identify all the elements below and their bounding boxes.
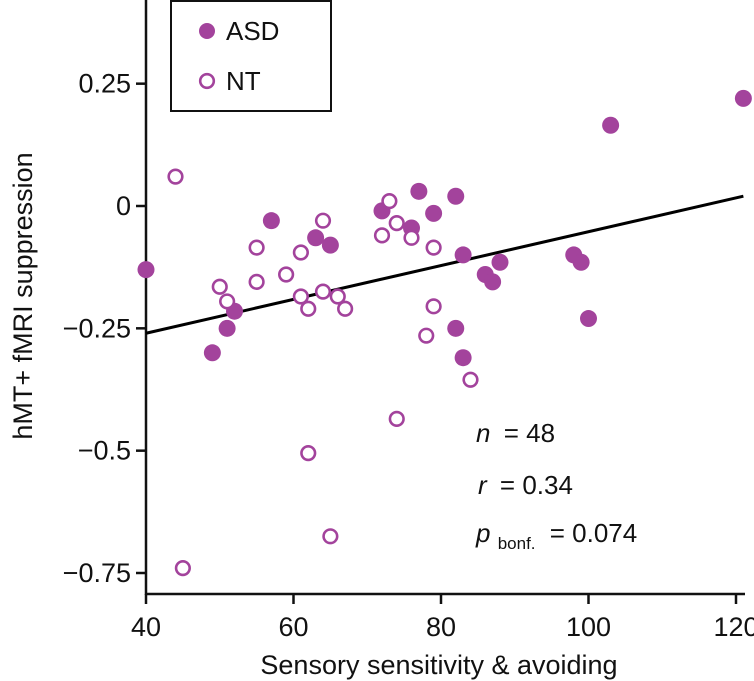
stat-n: n = 48 bbox=[476, 418, 555, 448]
nt-data-point bbox=[373, 227, 391, 244]
nt-data-point bbox=[425, 298, 442, 315]
stat-r-symbol: r bbox=[478, 470, 488, 500]
nt-data-point bbox=[278, 266, 295, 283]
asd-data-point bbox=[454, 349, 472, 367]
nt-points bbox=[167, 168, 479, 577]
legend-box bbox=[170, 0, 332, 112]
asd-data-point bbox=[262, 212, 280, 230]
nt-data-point bbox=[403, 229, 420, 246]
asd-data-point bbox=[447, 319, 465, 337]
asd-data-point bbox=[137, 261, 155, 279]
asd-data-point bbox=[491, 253, 509, 271]
x-ticks: 40 60 80 100 120 bbox=[131, 594, 754, 642]
stat-p-value: = 0.074 bbox=[550, 518, 637, 548]
nt-data-point bbox=[388, 410, 405, 427]
nt-data-point bbox=[248, 273, 265, 290]
x-tick-label: 60 bbox=[278, 612, 308, 642]
legend-asd-marker bbox=[199, 23, 215, 39]
nt-data-point bbox=[388, 215, 405, 232]
legend: ASD NT bbox=[170, 0, 332, 112]
y-tick-label: −0.5 bbox=[78, 436, 131, 466]
asd-data-point bbox=[425, 204, 443, 222]
y-ticks: 0.25 0 −0.25 −0.5 −0.75 bbox=[63, 69, 146, 588]
stat-n-symbol: n bbox=[476, 418, 490, 448]
asd-data-point bbox=[734, 89, 752, 107]
nt-data-point bbox=[322, 528, 339, 545]
stat-p: p bonf. = 0.074 bbox=[475, 518, 637, 555]
nt-data-point bbox=[219, 293, 236, 310]
legend-nt-marker bbox=[198, 72, 216, 90]
asd-data-point bbox=[447, 187, 465, 205]
nt-data-point bbox=[174, 560, 191, 577]
nt-data-point bbox=[314, 283, 332, 300]
asd-data-point bbox=[572, 253, 590, 271]
nt-data-point bbox=[425, 239, 442, 256]
asd-data-point bbox=[218, 319, 236, 337]
asd-data-point bbox=[307, 229, 325, 247]
asd-data-point bbox=[410, 182, 428, 200]
nt-data-point bbox=[292, 244, 309, 261]
stat-n-value: = 48 bbox=[504, 418, 555, 448]
nt-data-point bbox=[462, 371, 479, 388]
regression-fit-line bbox=[145, 194, 744, 335]
legend-nt-label: NT bbox=[226, 66, 261, 96]
y-tick-label: −0.25 bbox=[63, 313, 131, 343]
x-tick-label: 80 bbox=[426, 612, 456, 642]
y-tick-label: −0.75 bbox=[63, 558, 131, 588]
nt-data-point bbox=[167, 168, 184, 185]
asd-data-point bbox=[321, 236, 339, 254]
nt-data-point bbox=[329, 288, 346, 305]
stats-annotation: n = 48 r = 0.34 p bonf. = 0.074 bbox=[475, 418, 637, 555]
axes bbox=[144, 0, 745, 596]
x-tick-label: 120 bbox=[713, 612, 754, 642]
x-tick-label: 40 bbox=[131, 612, 161, 642]
nt-data-point bbox=[248, 239, 265, 256]
nt-data-point bbox=[337, 300, 354, 317]
stat-p-symbol: p bbox=[475, 518, 490, 548]
legend-asd-label: ASD bbox=[226, 16, 279, 46]
asd-points bbox=[137, 89, 752, 367]
asd-data-point bbox=[203, 344, 221, 362]
y-tick-label: 0.25 bbox=[78, 69, 131, 99]
nt-data-point bbox=[300, 300, 317, 317]
nt-data-point bbox=[211, 278, 228, 295]
nt-data-point bbox=[300, 445, 317, 462]
asd-data-point bbox=[454, 246, 472, 264]
nt-data-point bbox=[292, 288, 309, 305]
nt-data-point bbox=[381, 193, 398, 210]
stat-r-value: = 0.34 bbox=[500, 470, 573, 500]
y-axis-title: hMT+ fMRI suppression bbox=[8, 152, 38, 439]
x-tick-label: 100 bbox=[566, 612, 611, 642]
asd-data-point bbox=[602, 116, 620, 134]
nt-data-point bbox=[314, 212, 332, 229]
y-tick-label: 0 bbox=[116, 191, 131, 221]
nt-data-point bbox=[418, 327, 435, 344]
stat-p-subscript: bonf. bbox=[498, 534, 536, 553]
stat-r: r = 0.34 bbox=[478, 470, 573, 500]
asd-data-point bbox=[580, 310, 597, 328]
asd-data-point bbox=[484, 273, 502, 291]
x-axis-title: Sensory sensitivity & avoiding bbox=[260, 650, 617, 680]
